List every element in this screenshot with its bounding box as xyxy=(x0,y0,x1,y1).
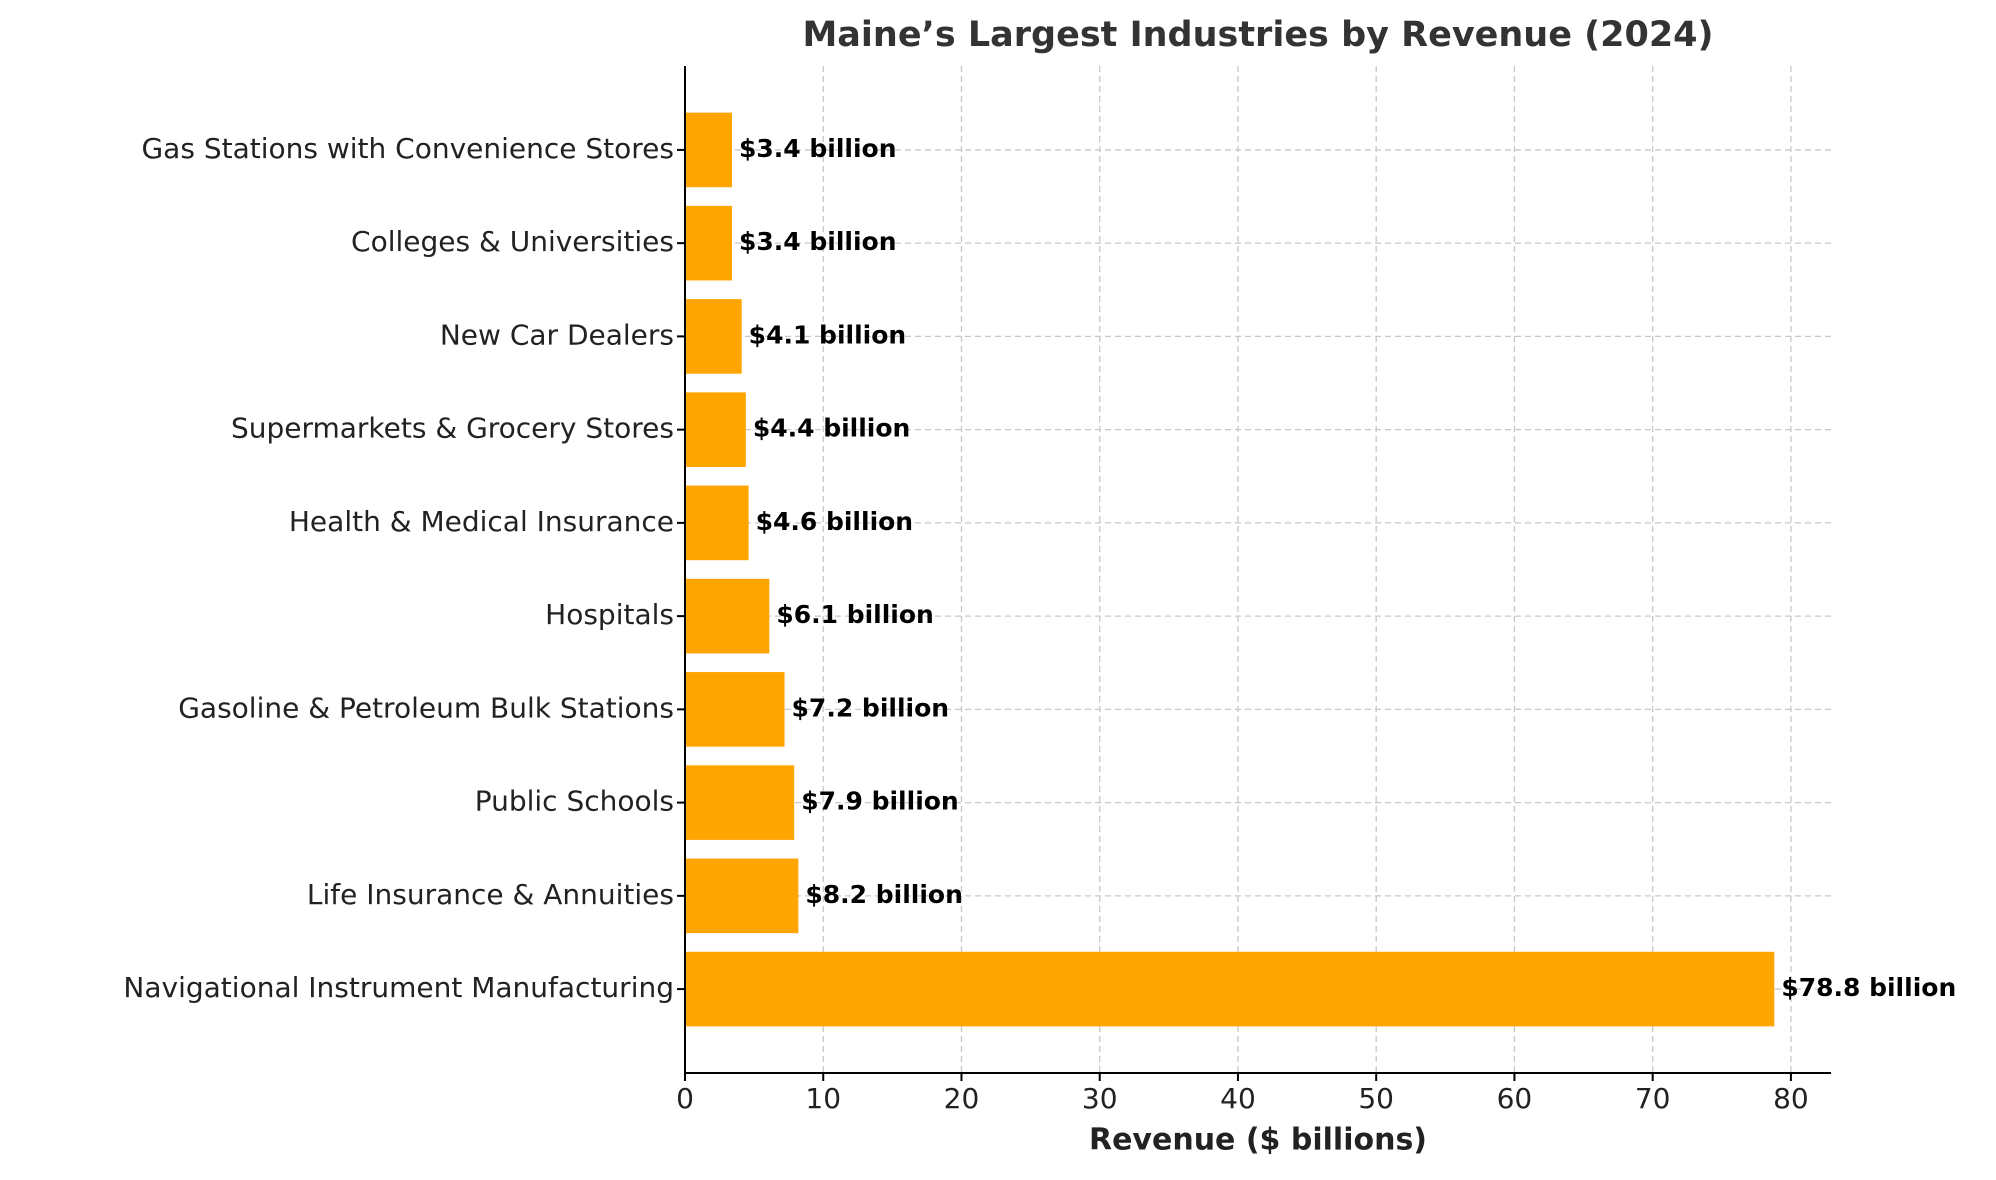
x-tick-label: 30 xyxy=(1082,1082,1118,1115)
y-tick-label: Health & Medical Insurance xyxy=(289,505,674,538)
bar xyxy=(685,112,733,188)
x-tick-label: 40 xyxy=(1220,1082,1256,1115)
y-tick-label: New Car Dealers xyxy=(440,318,674,351)
y-tick-label: Public Schools xyxy=(475,785,674,818)
bar xyxy=(685,299,742,374)
x-tick-label: 70 xyxy=(1635,1082,1671,1115)
bar xyxy=(685,858,799,934)
x-tick-label: 20 xyxy=(944,1082,980,1115)
bar xyxy=(685,205,733,281)
bar xyxy=(685,951,1775,1027)
bar xyxy=(685,578,770,654)
y-tick-label: Navigational Instrument Manufacturing xyxy=(123,971,674,1004)
bar xyxy=(685,765,795,840)
y-tick-label: Life Insurance & Annuities xyxy=(307,878,674,911)
x-tick-label: 50 xyxy=(1358,1082,1394,1115)
y-tick-label: Gas Stations with Convenience Stores xyxy=(141,132,674,165)
x-tick-label: 80 xyxy=(1773,1082,1809,1115)
x-tick-label: 60 xyxy=(1497,1082,1533,1115)
x-tick-label: 0 xyxy=(676,1082,694,1115)
value-label: $4.1 billion xyxy=(749,320,907,349)
value-label: $7.9 billion xyxy=(801,787,959,816)
value-label: $78.8 billion xyxy=(1781,973,1956,1002)
x-tick-label: 10 xyxy=(805,1082,841,1115)
bar xyxy=(685,672,785,747)
y-tick-label: Supermarkets & Grocery Stores xyxy=(231,412,674,445)
y-tick-label: Colleges & Universities xyxy=(351,225,674,258)
value-label: $7.2 billion xyxy=(792,693,950,722)
value-label: $3.4 billion xyxy=(739,227,897,256)
bar xyxy=(685,392,746,467)
chart-title: Maine’s Largest Industries by Revenue (2… xyxy=(802,15,1713,55)
value-label: $4.6 billion xyxy=(756,507,914,536)
value-label: $8.2 billion xyxy=(805,880,963,909)
value-label: $6.1 billion xyxy=(776,600,934,629)
x-axis-label: Revenue ($ billions) xyxy=(1089,1123,1427,1158)
y-tick-label: Gasoline & Petroleum Bulk Stations xyxy=(178,691,674,724)
value-label: $3.4 billion xyxy=(739,134,897,163)
bar xyxy=(685,485,749,561)
y-tick-label: Hospitals xyxy=(545,598,674,631)
value-label: $4.4 billion xyxy=(753,414,911,443)
